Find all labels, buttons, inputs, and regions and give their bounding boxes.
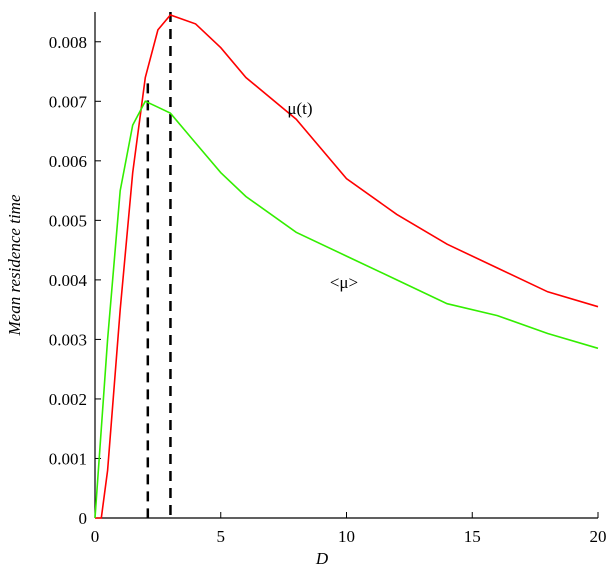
series-label: <μ> xyxy=(330,273,358,292)
y-tick-label: 0.001 xyxy=(49,449,87,468)
y-tick-label: 0.004 xyxy=(49,271,88,290)
series-label: μ(t) xyxy=(287,99,312,118)
y-tick-label: 0 xyxy=(79,509,88,528)
x-tick-label: 5 xyxy=(217,527,226,546)
x-tick-label: 15 xyxy=(464,527,481,546)
y-tick-label: 0.002 xyxy=(49,390,87,409)
x-tick-label: 0 xyxy=(91,527,100,546)
y-tick-label: 0.003 xyxy=(49,330,87,349)
y-tick-label: 0.008 xyxy=(49,33,87,52)
y-axis-label: Mean residence time xyxy=(5,194,24,336)
y-tick-label: 0.007 xyxy=(49,92,88,111)
y-tick-label: 0.006 xyxy=(49,152,87,171)
series-line xyxy=(94,100,599,519)
x-axis-label: D xyxy=(315,549,329,568)
series-line xyxy=(95,14,599,519)
y-tick-label: 0.005 xyxy=(49,211,87,230)
x-tick-label: 20 xyxy=(590,527,606,546)
x-tick-label: 10 xyxy=(338,527,355,546)
